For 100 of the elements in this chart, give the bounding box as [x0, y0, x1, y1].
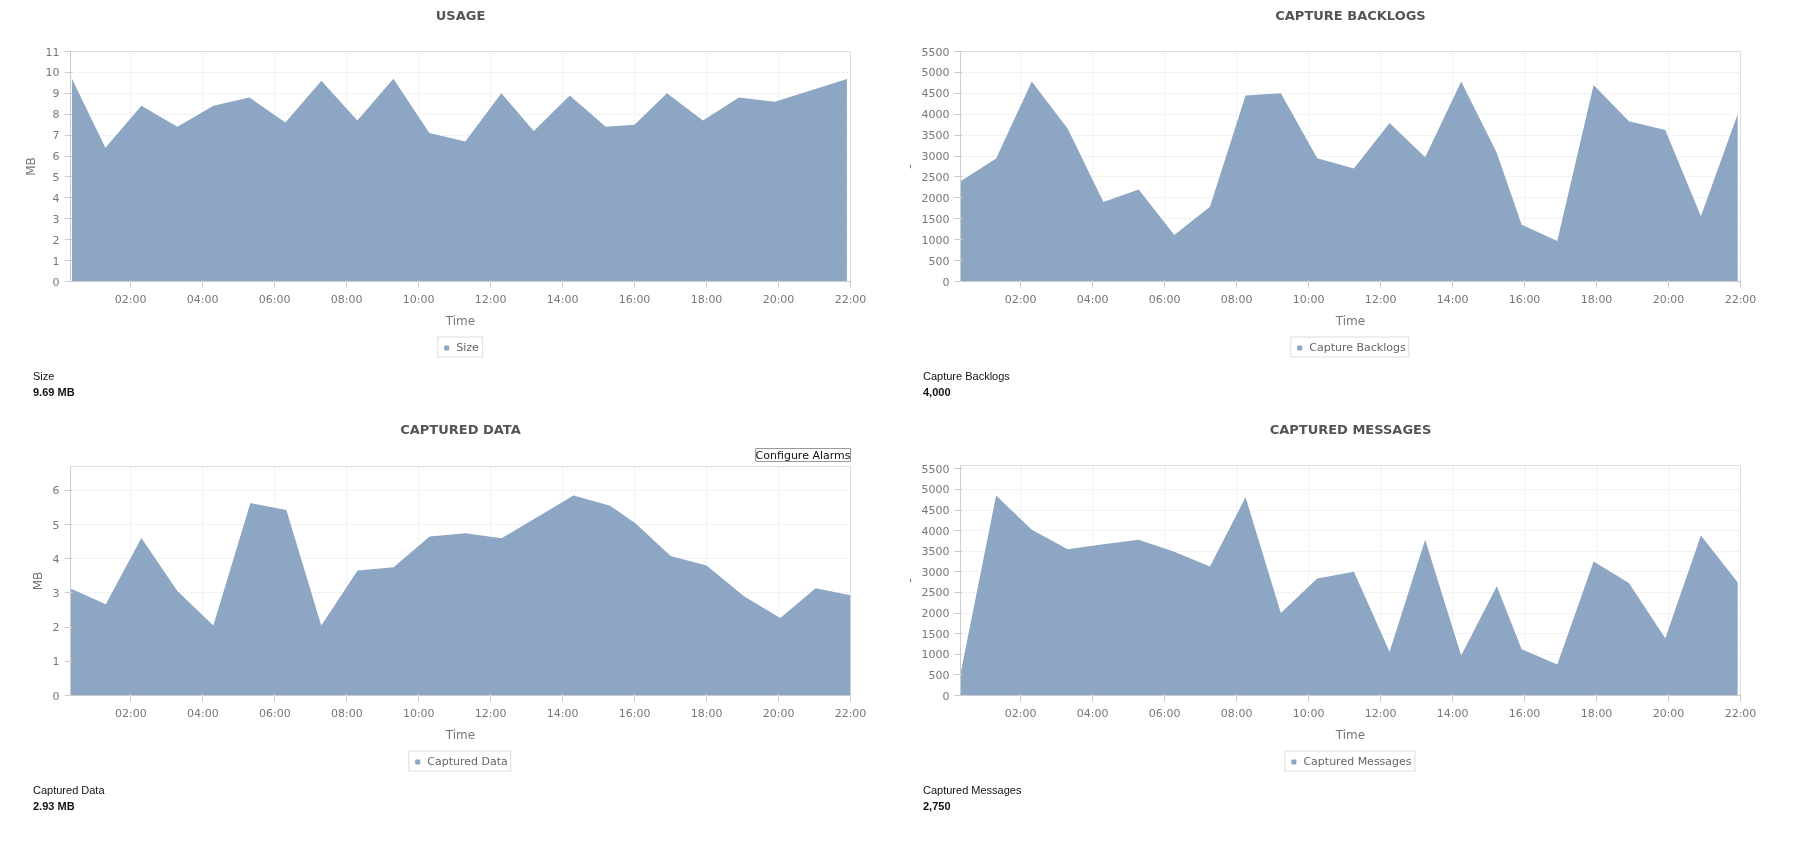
x-tick-label: 14:00 — [546, 292, 579, 306]
y-tick-label: 4000 — [921, 108, 950, 122]
y-tick-label: 4 — [52, 552, 60, 566]
y-tick-label: 1 — [52, 254, 60, 268]
x-tick-label: 22:00 — [1724, 706, 1757, 720]
text: Captured Data — [33, 783, 105, 798]
x-tick-label: 06:00 — [1148, 292, 1181, 306]
y-tick-label: 3500 — [921, 129, 950, 143]
y-tick-label: 11 — [45, 45, 60, 59]
x-tick-label: 20:00 — [1652, 292, 1685, 306]
x-tick-label: 04:00 — [1076, 706, 1109, 720]
text: Capture Backlogs — [923, 369, 1010, 384]
y-tick-label: 4 — [52, 191, 60, 205]
legend-label: Captured Data — [427, 754, 508, 768]
x-tick-label: 04:00 — [186, 292, 219, 306]
y-tick-label: 2500 — [921, 170, 950, 184]
x-tick-label: 16:00 — [1508, 292, 1541, 306]
y-axis-title: MB — [30, 571, 45, 591]
y-tick-label: 4500 — [921, 504, 950, 518]
y-tick-label: 3 — [52, 586, 60, 600]
x-tick-label: 14:00 — [1436, 706, 1469, 720]
text: Captured Messages — [923, 783, 1022, 798]
y-tick-label: 5000 — [921, 483, 950, 497]
x-tick-label: 04:00 — [1076, 292, 1109, 306]
legend-label: Size — [456, 340, 479, 354]
x-tick-label: 06:00 — [1148, 706, 1181, 720]
x-tick-label: 12:00 — [1364, 706, 1397, 720]
text: 9.69 MB — [33, 384, 75, 400]
x-tick-label: 04:00 — [187, 706, 219, 720]
x-tick-label: 10:00 — [402, 706, 435, 720]
y-tick-label: 0 — [52, 689, 60, 703]
x-tick-label: 06:00 — [258, 292, 291, 306]
x-axis-title: Time — [1334, 727, 1366, 742]
y-tick-label: 2 — [52, 621, 60, 635]
y-tick-label: 3 — [52, 212, 60, 226]
y-tick-label: 1000 — [921, 233, 950, 247]
chart-title: CAPTURED MESSAGES — [1269, 421, 1432, 437]
y-tick-label: 2 — [52, 233, 60, 247]
x-tick-label: 12:00 — [1364, 292, 1397, 306]
x-tick-label: 14:00 — [1436, 292, 1469, 306]
chart-title: CAPTURE BACKLOGS — [1275, 7, 1426, 23]
x-tick-label: 20:00 — [762, 706, 795, 720]
x-tick-label: 08:00 — [330, 706, 363, 720]
y-tick-label: 6 — [52, 150, 60, 164]
y-tick-label: 1 — [52, 655, 60, 669]
legend-label: Captured Messages — [1303, 754, 1412, 768]
y-tick-label: 3500 — [921, 545, 950, 559]
y-tick-label: 0 — [52, 275, 60, 289]
y-tick-label: 7 — [52, 129, 60, 143]
x-tick-label: 18:00 — [690, 292, 723, 306]
y-axis-title: MB — [23, 157, 38, 176]
x-tick-label: 20:00 — [762, 292, 795, 306]
x-tick-label: 06:00 — [259, 706, 291, 720]
legend-label: Capture Backlogs — [1309, 340, 1406, 354]
x-tick-label: 02:00 — [1004, 292, 1037, 306]
x-tick-label: 10:00 — [402, 292, 435, 306]
y-tick-label: 0 — [942, 275, 950, 289]
y-tick-label: 5500 — [921, 45, 950, 59]
x-axis-title: Time — [444, 727, 476, 742]
x-tick-label: 10:00 — [1292, 292, 1325, 306]
y-tick-label: 5000 — [921, 66, 950, 80]
text: Configure Alarms — [755, 448, 851, 462]
chart-title: USAGE — [435, 7, 486, 23]
x-tick-label: 02:00 — [114, 292, 147, 306]
y-tick-label: 2500 — [921, 586, 950, 600]
y-tick-label: 5 — [52, 170, 60, 184]
y-tick-label: 5500 — [921, 462, 950, 476]
x-axis-title: Time — [444, 313, 476, 328]
x-tick-label: 22:00 — [834, 706, 867, 720]
y-tick-label: 1500 — [921, 212, 950, 226]
y-tick-label: 500 — [928, 668, 950, 682]
y-tick-label: 1000 — [921, 648, 950, 662]
text: 4,000 — [923, 384, 952, 400]
y-tick-label: 9 — [52, 87, 60, 101]
y-axis-title: - — [902, 578, 917, 583]
y-tick-label: 3000 — [921, 565, 950, 579]
x-axis-title: Time — [1334, 313, 1366, 328]
y-tick-label: 10 — [45, 66, 60, 80]
y-tick-label: 2000 — [921, 607, 950, 621]
y-tick-label: 4500 — [921, 87, 950, 101]
x-tick-label: 18:00 — [1580, 292, 1613, 306]
x-tick-label: 08:00 — [1220, 706, 1253, 720]
x-tick-label: 22:00 — [834, 292, 867, 306]
y-tick-label: 6 — [52, 484, 60, 498]
y-axis-title: - — [902, 164, 917, 169]
x-tick-label: 16:00 — [1508, 706, 1541, 720]
x-tick-label: 08:00 — [1220, 292, 1253, 306]
y-tick-label: 5 — [52, 518, 60, 532]
x-tick-label: 02:00 — [1004, 706, 1037, 720]
text: 2.93 MB — [33, 798, 76, 814]
x-tick-label: 18:00 — [1580, 706, 1613, 720]
y-tick-label: 4000 — [921, 524, 950, 538]
x-tick-label: 12:00 — [474, 706, 507, 720]
x-tick-label: 02:00 — [115, 706, 147, 720]
y-tick-label: 3000 — [921, 150, 950, 164]
text: Size — [33, 369, 56, 384]
y-tick-label: 1500 — [921, 627, 950, 641]
x-tick-label: 16:00 — [618, 292, 651, 306]
y-tick-label: 2000 — [921, 191, 950, 205]
y-tick-label: 8 — [52, 108, 60, 122]
